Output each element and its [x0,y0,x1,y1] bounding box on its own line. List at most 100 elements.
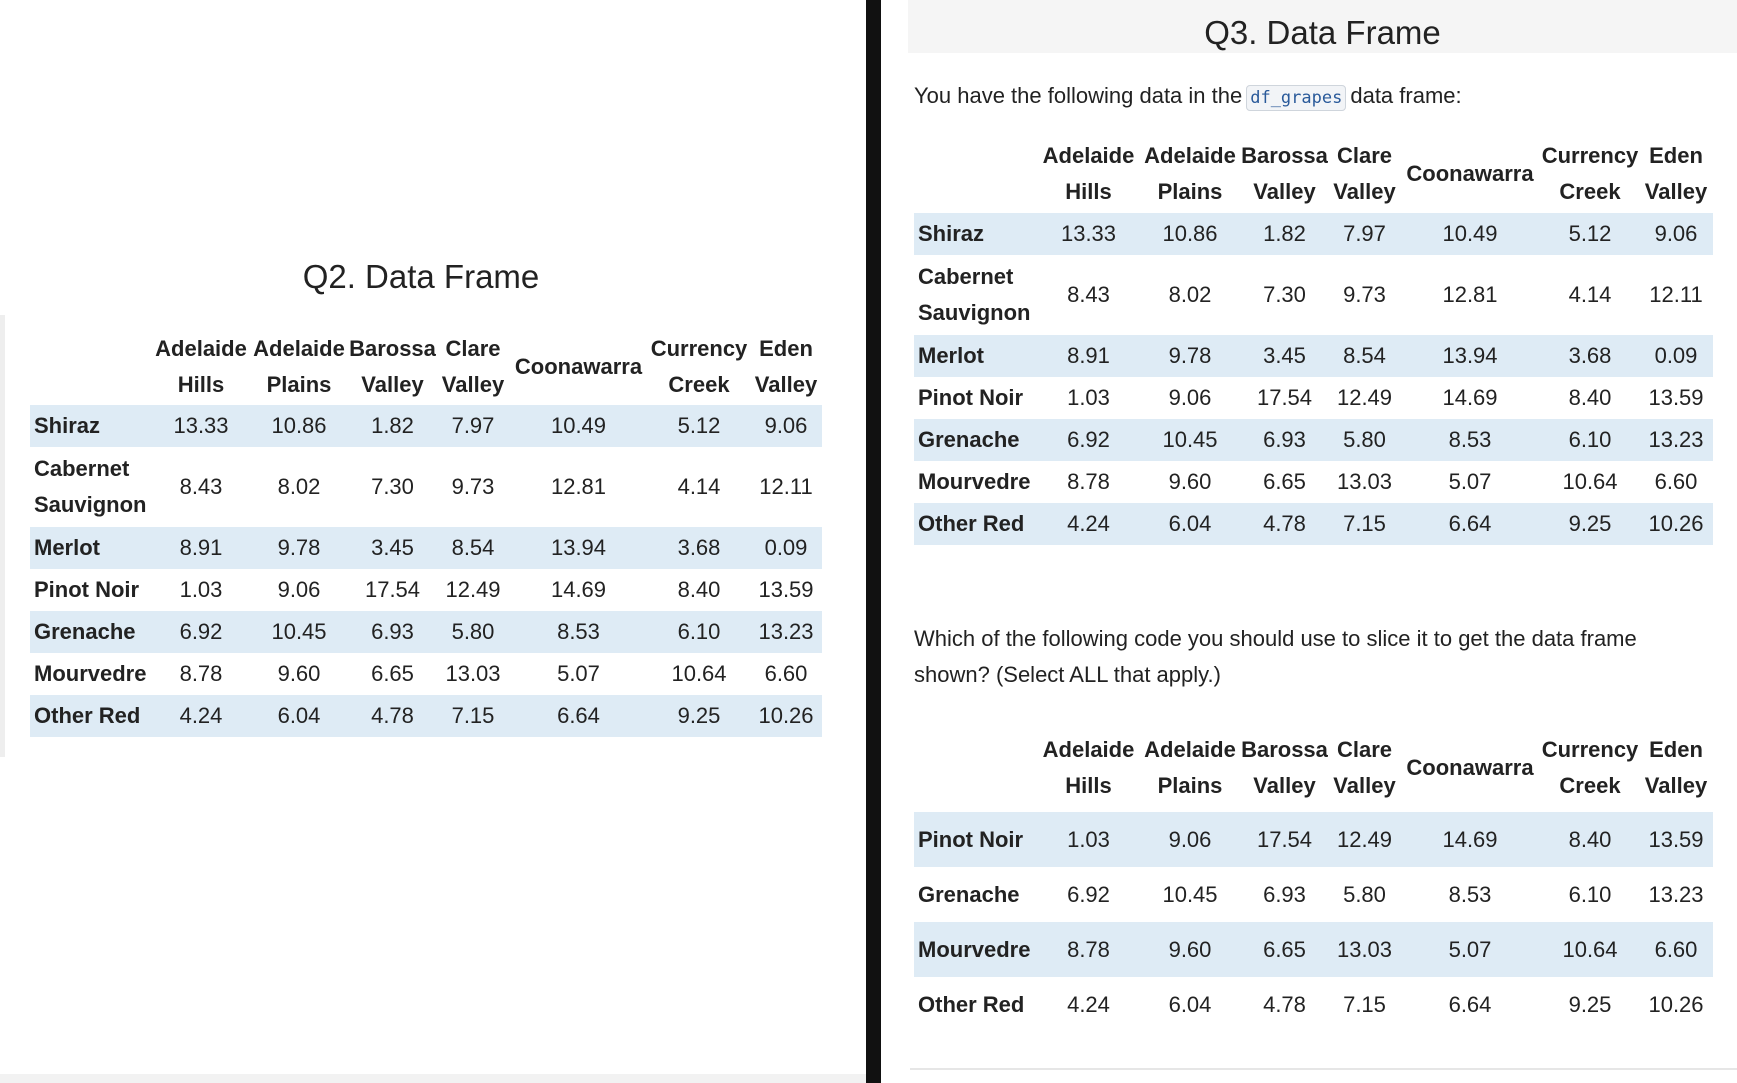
divider [866,0,881,1083]
cell: 0.09 [750,527,822,569]
cell: 13.94 [1399,335,1541,377]
cell: 3.68 [648,527,750,569]
cell: 8.78 [1067,469,1110,494]
cell: 9.78 [250,527,348,569]
cell: 9.06 [1639,213,1713,255]
cell: 10.86 [1141,213,1239,255]
row-label: Mourvedre [34,661,147,686]
q3-title: Q3. Data Frame [1204,14,1441,51]
data-row: Shiraz 13.33 10.86 1.82 7.97 10.49 5.12 9.06 [30,405,822,447]
bottom-band [0,1074,866,1083]
cell: 10.26 [750,695,822,737]
cell: 10.26 [1639,503,1713,545]
cell: 6.92 [1067,881,1110,907]
column-header: Clare Valley [441,336,505,397]
cell: 12.11 [759,474,813,499]
row-label: Merlot [914,335,1036,377]
data-row: Grenache 6.92 10.45 6.93 5.80 8.53 6.10 13.23 [914,867,1713,922]
data-row: Cabernet Sauvignon 8.43 8.02 7.30 9.73 12.81 4… [914,255,1713,335]
row-label: Pinot Noir [914,812,1036,867]
row-label: Mourvedre [918,469,1031,494]
cell: 8.54 [1330,335,1399,377]
column-header: Barossa Valley [1241,737,1328,798]
cell: 1.03 [1067,385,1110,410]
row-label: Other Red [914,503,1036,545]
row-label: Cabernet Sauvignon [34,456,147,517]
cell: 6.60 [764,661,808,686]
cell: 7.15 [437,695,509,737]
cell: 13.33 [1036,213,1141,255]
cell: 4.78 [1263,991,1306,1017]
cell: 3.68 [1541,335,1639,377]
header-row: Adelaide Hills Adelaide Plains Barossa Val… [914,135,1713,213]
cell: 17.54 [1256,385,1313,410]
cell: 1.82 [1239,213,1330,255]
cell: 6.92 [152,611,250,653]
cell: 12.81 [550,474,607,499]
cell: 1.82 [348,405,437,447]
column-header: Eden Valley [1644,737,1708,798]
header-row: Adelaide Hills Adelaide Plains Barossa Val… [30,329,822,405]
code-name: df_grapes [1246,85,1347,111]
data-row: Merlot 8.91 9.78 3.45 8.54 13.94 3.68 0.09 [914,335,1713,377]
q3-table-wrap: Adelaide Hills Adelaide Plains Barossa Val… [914,135,1713,545]
cell: 10.45 [1162,881,1218,907]
cell: 9.73 [451,474,495,499]
cell: 17.54 [1239,812,1330,867]
q2-title: Q2. Data Frame [302,258,540,295]
cell: 6.04 [250,695,348,737]
cell: 6.60 [1654,469,1698,494]
data-row: Other Red 4.24 6.04 4.78 7.15 6.64 9.25 10.26 [914,977,1713,1032]
column-header: Coonawarra [514,354,643,379]
cell: 4.14 [1568,282,1612,307]
cell: 6.64 [509,695,648,737]
cell: 6.64 [1448,991,1492,1017]
cell: 4.24 [152,695,250,737]
data-row: Cabernet Sauvignon 8.43 8.02 7.30 9.73 12.81 4… [30,447,822,527]
data-row: Mourvedre 8.78 9.60 6.65 13.03 5.07 10.64 6.60 [914,461,1713,503]
header-row: Adelaide Hills Adelaide Plains Barossa Val… [914,724,1713,812]
cell: 9.06 [1141,812,1239,867]
intro-text: You have the following data in the [914,83,1243,108]
cell: 6.64 [1399,503,1541,545]
cell: 17.54 [364,577,421,602]
row-label: Shiraz [30,405,152,447]
cell: 5.80 [437,611,509,653]
cell: 6.93 [348,611,437,653]
data-row: Pinot Noir 1.03 9.06 17.54 12.49 14.69 8.40 13.… [914,812,1713,867]
cell: 12.81 [1442,282,1498,307]
cell: 6.65 [371,661,414,686]
data-table: Adelaide Hills Adelaide Plains Barossa Val… [30,329,822,737]
row-label: Pinot Noir [34,577,140,602]
column-header: Clare Valley [1333,737,1396,798]
cell: 4.78 [1239,503,1330,545]
cell: 4.14 [677,474,721,499]
cell: 6.60 [1639,922,1713,977]
column-header: Adelaide Plains [1144,143,1236,204]
cell: 8.40 [1541,812,1639,867]
cell: 8.02 [1168,282,1212,307]
data-row: Other Red 4.24 6.04 4.78 7.15 6.64 9.25 10.26 [30,695,822,737]
cell: 8.40 [1568,385,1612,410]
cell: 6.65 [1263,469,1306,494]
cell: 5.12 [1541,213,1639,255]
cell: 7.97 [1330,213,1399,255]
cell: 6.04 [1141,503,1239,545]
cell: 7.97 [437,405,509,447]
cell: 4.78 [348,695,437,737]
data-row: Merlot 8.91 9.78 3.45 8.54 13.94 3.68 0.09 [30,527,822,569]
cell: 9.60 [277,661,321,686]
data-row: Pinot Noir 1.03 9.06 17.54 12.49 14.69 8.40 13.… [30,569,822,611]
cell: 5.07 [1399,922,1541,977]
corner-cell [914,724,1036,812]
cell: 3.45 [1239,335,1330,377]
cell: 14.69 [1399,812,1541,867]
cell: 10.49 [509,405,648,447]
data-row: Grenache 6.92 10.45 6.93 5.80 8.53 6.10 13.23 [914,419,1713,461]
cell: 6.10 [1568,881,1612,907]
cell: 12.49 [445,577,501,602]
cell: 8.53 [1399,419,1541,461]
row-label: Other Red [30,695,152,737]
result-table-wrap: Adelaide Hills Adelaide Plains Barossa Val… [914,724,1713,1032]
row-label: Grenache [914,419,1036,461]
